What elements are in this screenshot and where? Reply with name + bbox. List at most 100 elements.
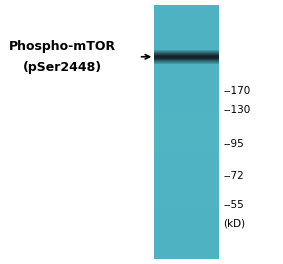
Bar — [154, 73, 219, 75]
Bar — [154, 7, 219, 10]
Bar — [154, 119, 219, 121]
Bar — [154, 56, 219, 58]
Bar — [154, 254, 219, 257]
Bar — [154, 189, 219, 191]
Bar — [154, 206, 219, 208]
Bar — [154, 86, 219, 88]
Bar — [154, 136, 219, 138]
Bar — [154, 219, 219, 221]
Bar — [154, 54, 219, 56]
Bar — [154, 50, 219, 51]
Bar — [154, 58, 219, 60]
Bar — [154, 166, 219, 168]
Bar — [154, 58, 219, 59]
Bar — [154, 170, 219, 172]
Bar — [154, 111, 219, 113]
Bar — [154, 77, 219, 79]
Bar — [154, 94, 219, 96]
Bar — [154, 98, 219, 100]
Bar — [154, 248, 219, 250]
Bar — [154, 60, 219, 62]
Bar — [154, 214, 219, 216]
Bar — [154, 242, 219, 244]
Bar — [154, 134, 219, 136]
Bar — [154, 153, 219, 155]
Bar — [154, 168, 219, 170]
Bar — [154, 164, 219, 166]
Bar — [154, 35, 219, 37]
Bar — [154, 124, 219, 126]
Text: (kD): (kD) — [224, 218, 246, 228]
Bar — [154, 61, 219, 62]
Bar — [154, 235, 219, 238]
Bar — [154, 56, 219, 57]
Bar — [154, 223, 219, 225]
Bar — [154, 191, 219, 193]
Bar — [154, 138, 219, 140]
Bar — [154, 238, 219, 240]
Bar — [154, 197, 219, 200]
Bar — [154, 178, 219, 181]
Bar — [154, 59, 219, 60]
Bar — [154, 29, 219, 31]
Bar — [154, 229, 219, 231]
Bar — [154, 151, 219, 153]
Bar — [154, 63, 219, 64]
Bar — [154, 109, 219, 111]
Bar — [154, 130, 219, 132]
Text: Phospho-mTOR: Phospho-mTOR — [8, 40, 116, 53]
Text: --130: --130 — [224, 105, 251, 115]
Bar — [154, 172, 219, 174]
Bar — [154, 121, 219, 124]
Bar — [154, 132, 219, 134]
Bar — [154, 41, 219, 43]
Bar — [154, 53, 219, 54]
Bar — [154, 43, 219, 45]
Bar — [154, 221, 219, 223]
Bar — [154, 208, 219, 210]
Text: --170: --170 — [224, 86, 251, 96]
Bar — [154, 227, 219, 229]
Bar — [154, 185, 219, 187]
Bar — [154, 149, 219, 151]
Bar — [154, 24, 219, 26]
Bar — [154, 20, 219, 22]
Bar — [154, 64, 219, 67]
Bar — [154, 195, 219, 197]
Bar — [154, 81, 219, 83]
Bar — [154, 147, 219, 149]
Bar — [154, 210, 219, 212]
Bar — [154, 193, 219, 195]
Text: --55: --55 — [224, 200, 244, 210]
Bar — [154, 157, 219, 159]
Bar — [154, 140, 219, 143]
Bar — [154, 55, 219, 56]
Bar — [154, 96, 219, 98]
Bar — [154, 69, 219, 71]
Bar — [154, 183, 219, 185]
Bar — [154, 128, 219, 130]
Bar — [154, 176, 219, 178]
Bar — [154, 174, 219, 176]
Bar — [154, 75, 219, 77]
Bar — [154, 115, 219, 117]
Bar — [154, 51, 219, 52]
Bar — [154, 100, 219, 102]
Bar — [154, 52, 219, 54]
Bar — [154, 37, 219, 39]
Bar — [154, 62, 219, 64]
Bar — [154, 39, 219, 41]
Bar — [154, 113, 219, 115]
Bar — [154, 246, 219, 248]
Bar — [154, 31, 219, 33]
Bar — [154, 26, 219, 29]
Bar — [154, 57, 219, 58]
Bar — [154, 233, 219, 235]
Bar — [154, 18, 219, 20]
Bar — [154, 33, 219, 35]
Bar — [154, 52, 219, 53]
Bar — [154, 5, 219, 7]
Bar — [154, 231, 219, 233]
Bar — [154, 143, 219, 145]
Bar — [154, 48, 219, 50]
